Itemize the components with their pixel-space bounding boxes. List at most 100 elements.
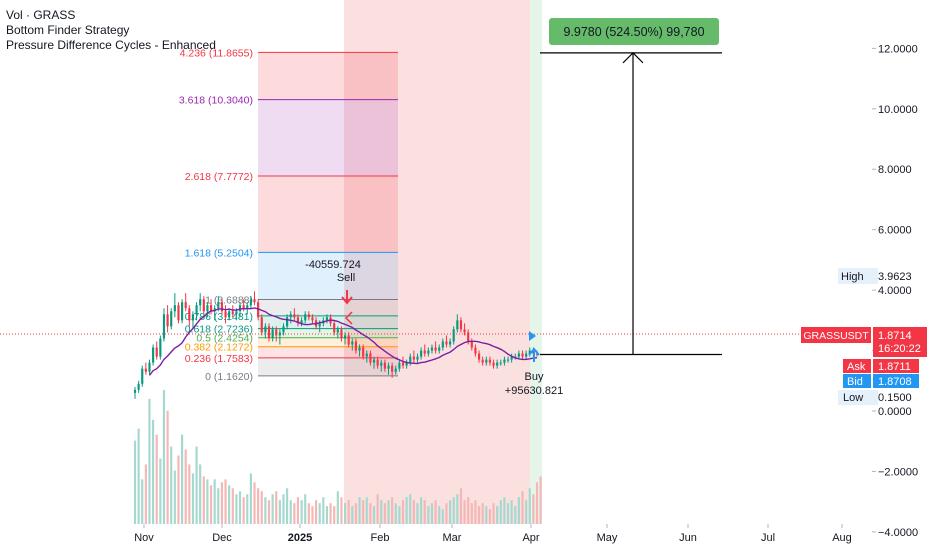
moving-average-layer — [148, 307, 538, 376]
volume-bar — [380, 500, 383, 524]
high-label: High — [841, 271, 864, 283]
candle-body — [467, 332, 470, 342]
volume-bar — [141, 479, 144, 524]
volume-bar — [296, 497, 300, 524]
candle-body — [242, 305, 245, 309]
candle — [441, 338, 444, 351]
time-tick-label: Dec — [212, 532, 232, 544]
volume-bar — [463, 500, 466, 524]
price-tick-label: −4.0000 — [878, 527, 918, 539]
candle-body — [358, 347, 361, 351]
candle-body — [307, 314, 310, 318]
volume-bar — [369, 503, 372, 524]
candle-body — [180, 302, 184, 321]
volume-bar — [322, 497, 325, 524]
candle — [166, 305, 169, 333]
indicator-legend-title[interactable]: Pressure Difference Cycles - Enhanced — [6, 38, 216, 52]
fib-band — [258, 328, 398, 338]
price-axis[interactable]: 12.000010.00008.00006.00004.00002.00000.… — [801, 0, 932, 550]
candle — [470, 338, 473, 351]
candle — [376, 356, 379, 369]
candle — [485, 356, 488, 366]
volume-bar — [506, 503, 510, 524]
volume-legend-title[interactable]: Vol · GRASS — [6, 8, 76, 22]
chart-legend: Vol · GRASS Bottom Finder Strategy Press… — [6, 8, 216, 53]
candle-body — [438, 347, 441, 351]
candle-body — [376, 359, 379, 366]
candle-body — [427, 350, 430, 354]
candle-body — [318, 323, 321, 327]
measure-arrow-head — [622, 52, 644, 64]
candle-body — [405, 362, 408, 366]
volume-bar — [448, 500, 452, 524]
candle-body — [271, 329, 274, 339]
volume-bar — [358, 497, 361, 524]
volume-bar — [391, 497, 394, 524]
fib-band — [258, 99, 398, 176]
candle — [525, 350, 528, 360]
candle — [202, 296, 205, 315]
candle — [343, 332, 347, 345]
volume-bar — [503, 497, 506, 524]
candle-body — [398, 362, 401, 369]
candle-body — [311, 317, 314, 321]
volume-bar — [235, 494, 238, 524]
candle — [394, 365, 397, 375]
candle-body — [289, 314, 292, 318]
time-axis[interactable]: Nov Dec 2025 Feb Mar Apr May Jun Jul Aug — [0, 524, 872, 550]
candle-body — [246, 305, 249, 309]
volume-bar — [325, 506, 329, 524]
candle-body — [452, 329, 455, 342]
fibonacci-retracement[interactable]: 4.236 (11.8655) 3.618 (10.3040) 2.618 (7.7… — [179, 47, 398, 383]
candle-body — [423, 350, 426, 354]
candle-body — [380, 362, 383, 366]
measure-result-label: 9.9780 (524.50%) 99,780 — [563, 25, 704, 39]
candle — [253, 291, 256, 306]
candle — [333, 320, 336, 336]
fib-band — [258, 299, 398, 316]
strategy-legend-title[interactable]: Bottom Finder Strategy — [6, 23, 130, 37]
low-label: Low — [843, 392, 863, 404]
candle-body — [448, 341, 452, 345]
candle-body — [137, 383, 140, 390]
volume-bar — [267, 500, 271, 524]
candle-body — [412, 356, 415, 360]
price-tick-label: 10.0000 — [878, 104, 918, 116]
time-tick-label: Apr — [522, 532, 539, 544]
volume-bar — [525, 500, 528, 524]
volume-bar — [347, 500, 350, 524]
candle-body — [387, 365, 390, 369]
volume-bar — [220, 482, 224, 524]
candle-body — [434, 347, 437, 351]
candle-body — [372, 359, 376, 363]
volume-bar — [445, 503, 448, 524]
candle — [307, 311, 310, 321]
sell-signal-amount: -40559.724 — [305, 259, 361, 271]
fib-band — [258, 357, 398, 376]
candle-body — [510, 356, 513, 360]
volume-bar — [532, 494, 535, 524]
candle — [249, 296, 252, 309]
fib-band — [258, 346, 398, 358]
volume-bar — [528, 488, 531, 524]
volume-bar — [242, 497, 245, 524]
time-tick-label: Aug — [832, 532, 852, 544]
price-tick-label: −2.0000 — [878, 466, 918, 478]
candle-body — [528, 350, 531, 354]
candle-body — [220, 302, 224, 312]
candle-body — [416, 356, 419, 360]
volume-bar — [170, 446, 173, 524]
volume-bar — [231, 488, 234, 524]
candle-body — [506, 359, 510, 361]
fib-band — [258, 337, 398, 347]
volume-bar — [213, 479, 216, 524]
bid-label-box — [843, 374, 871, 388]
price-tick-label: 12.0000 — [878, 43, 918, 55]
volume-bar — [155, 434, 158, 524]
candle — [311, 314, 314, 324]
volume-bar — [499, 500, 502, 524]
candle-body — [347, 335, 350, 345]
